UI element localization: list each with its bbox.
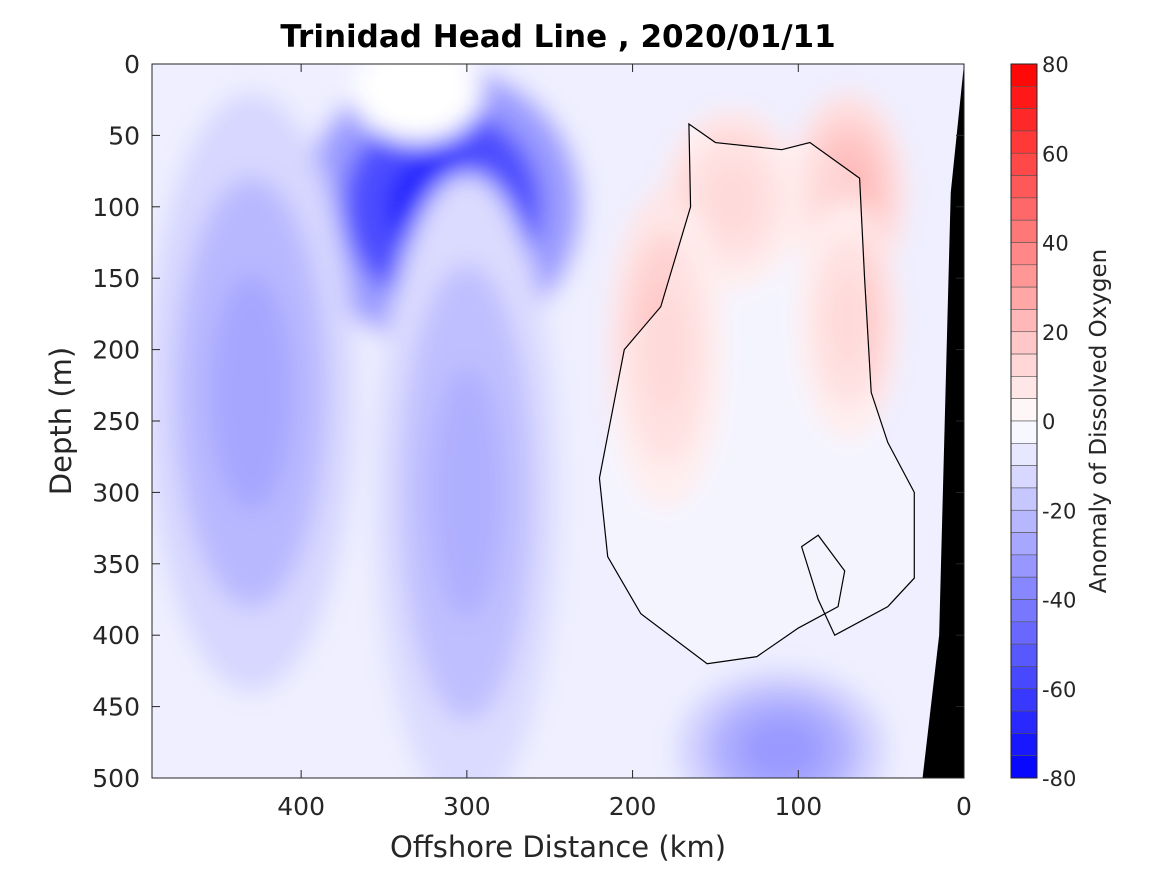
x-tick-label: 0 xyxy=(956,792,972,821)
colorbar-frame xyxy=(1010,63,1038,779)
colorbar-segment xyxy=(1010,420,1038,444)
y-tick-label: 100 xyxy=(92,193,140,222)
colorbar-segment xyxy=(1010,509,1038,533)
colorbar-segment xyxy=(1010,264,1038,288)
y-axis-ticks: 0 50 100 150 200 250 300 350 400 450 500 xyxy=(92,50,964,793)
x-tick-label: 400 xyxy=(277,792,325,821)
colorbar-tick-label: 40 xyxy=(1042,232,1069,256)
colorbar-segment xyxy=(1010,197,1038,221)
colorbar-segment xyxy=(1010,108,1038,132)
colorbar-tick-label: 20 xyxy=(1042,321,1069,345)
y-tick-label: 450 xyxy=(92,693,140,722)
zero-contour xyxy=(598,122,915,665)
colorbar-segment xyxy=(1010,733,1038,756)
y-tick-label: 350 xyxy=(92,550,140,579)
colorbar-segment xyxy=(1010,666,1038,690)
colorbar-segment xyxy=(1010,86,1038,109)
field-feature xyxy=(607,189,724,510)
zero-contour-fill xyxy=(599,123,915,664)
x-axis-ticks: 400 300 200 100 0 xyxy=(277,64,972,821)
x-axis-label: Offshore Distance (km) xyxy=(390,830,726,864)
plot-area xyxy=(151,63,965,779)
field-feature xyxy=(352,64,483,143)
colorbar-label: Anomaly of Dissolved Oxygen xyxy=(1086,249,1112,594)
y-axis-label: Depth (m) xyxy=(44,347,78,495)
colorbar-segment xyxy=(1010,755,1038,779)
colorbar-segment xyxy=(1010,398,1038,422)
colorbar-segment xyxy=(1010,331,1038,355)
contour-overlay xyxy=(598,64,964,778)
colorbar-segment xyxy=(1010,576,1038,600)
colorbar-segment xyxy=(1010,63,1038,87)
y-tick-label: 0 xyxy=(124,50,140,79)
colorbar-segment xyxy=(1010,353,1038,377)
colorbar-segment xyxy=(1010,286,1038,310)
y-tick-label: 500 xyxy=(92,764,140,793)
colorbar-segment xyxy=(1010,710,1038,734)
colorbar-segment xyxy=(1010,487,1038,511)
colorbar-segment xyxy=(1010,309,1038,333)
colorbar: 80 60 40 20 0 -20 -40 -60 -80 xyxy=(1010,53,1076,791)
field-feature xyxy=(677,669,887,778)
x-tick-label: 100 xyxy=(774,792,822,821)
colorbar-segment xyxy=(1010,242,1038,266)
colorbar-segment xyxy=(1010,376,1038,399)
colorbar-segment xyxy=(1010,688,1038,712)
colorbar-segment xyxy=(1010,621,1038,645)
colorbar-segment xyxy=(1010,465,1038,489)
bathymetry xyxy=(922,64,964,778)
y-tick-label: 150 xyxy=(92,264,140,293)
anomaly-field xyxy=(152,64,964,778)
y-tick-label: 400 xyxy=(92,621,140,650)
colorbar-segment xyxy=(1010,443,1038,466)
colorbar-tick-label: -80 xyxy=(1042,767,1076,791)
colorbar-tick-label: -40 xyxy=(1042,589,1076,613)
colorbar-segment xyxy=(1010,599,1038,623)
colorbar-segment xyxy=(1010,152,1038,176)
colorbar-segment xyxy=(1010,532,1038,556)
field-feature xyxy=(374,172,560,778)
field-feature xyxy=(796,201,900,441)
colorbar-tick-label: 60 xyxy=(1042,142,1069,166)
x-tick-label: 300 xyxy=(443,792,491,821)
colorbar-segment xyxy=(1010,643,1038,667)
colorbar-segment xyxy=(1010,130,1038,154)
chart-title: Trinidad Head Line , 2020/01/11 xyxy=(280,19,835,55)
colorbar-tick-label: -60 xyxy=(1042,678,1076,702)
y-tick-label: 300 xyxy=(92,478,140,507)
colorbar-segment xyxy=(1010,175,1038,199)
y-tick-label: 250 xyxy=(92,407,140,436)
field-feature xyxy=(152,92,356,693)
x-tick-label: 200 xyxy=(609,792,657,821)
colorbar-tick-label: -20 xyxy=(1042,499,1076,523)
colorbar-segment xyxy=(1010,219,1038,243)
y-tick-label: 200 xyxy=(92,336,140,365)
colorbar-tick-label: 0 xyxy=(1042,410,1055,434)
y-tick-label: 50 xyxy=(108,121,140,150)
colorbar-segment xyxy=(1010,554,1038,578)
colorbar-tick-label: 80 xyxy=(1042,53,1069,77)
